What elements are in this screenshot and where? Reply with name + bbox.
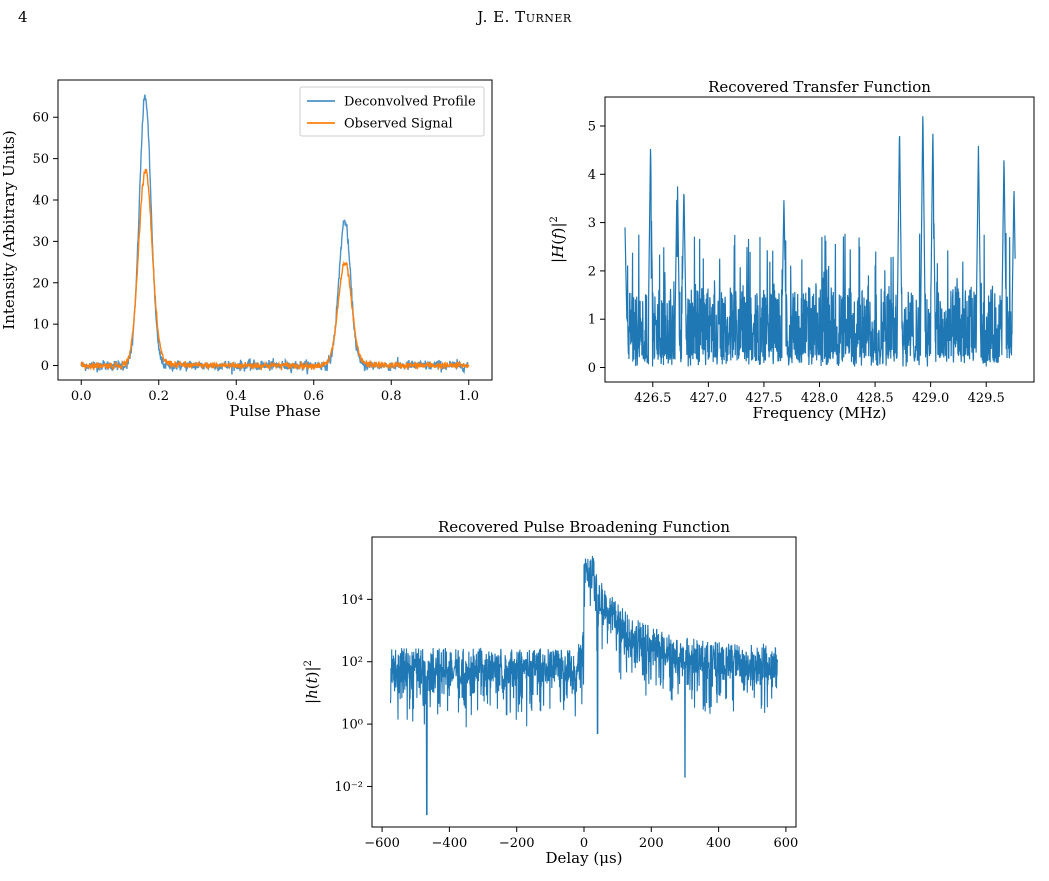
y-tick-label: 3 [588,216,596,231]
series-line [389,555,779,816]
y-axis-label: |h(t)|2 [303,660,321,704]
y-axis-label: |H(f)|2 [549,216,567,263]
legend-box [299,86,485,137]
y-tick-label: 10⁴ [341,593,363,608]
y-tick-label: 5 [588,119,596,134]
chart-broadening: −600 −400 −200 0 200 400 600 10⁻² 10⁰ 10² 10⁴ Delay… [303,518,798,867]
legend-label: Deconvolved Profile [344,95,476,110]
x-tick-label: 400 [706,836,731,851]
y-tick-label: 10⁰ [341,718,363,733]
x-tick-label: 429.5 [968,391,1005,406]
series-line [624,116,1016,367]
x-tick-label: 429.0 [912,391,949,406]
y-tick-label: 4 [588,168,596,183]
y-tick-label: 10⁻² [334,780,363,795]
y-axis-label: Intensity (Arbitrary Units) [0,130,18,329]
y-tick-label: 40 [32,194,49,209]
x-tick-label: 600 [773,836,798,851]
x-tick-label: 427.5 [745,391,782,406]
x-tick-label: 0 [580,836,588,851]
axes-frame [57,79,493,381]
x-tick-label: 427.0 [690,391,727,406]
x-tick-label: 0.4 [226,389,247,404]
y-tick-label: 0 [588,361,596,376]
x-tick-label: 0.8 [381,389,402,404]
running-head: J. E. TURNER [477,8,572,26]
x-tick-label: −600 [364,836,400,851]
y-tick-label: 60 [32,111,49,126]
page-number: 4 [18,8,28,26]
x-tick-label: 0.6 [303,389,324,404]
x-tick-label: 428.5 [856,391,893,406]
x-axis-label: Pulse Phase [229,402,320,420]
x-tick-label: −200 [499,836,535,851]
series-line [80,168,470,372]
y-tick-label: 20 [32,276,49,291]
x-tick-label: 0.0 [71,389,92,404]
legend-label: Observed Signal [344,117,453,132]
x-tick-label: −400 [432,836,468,851]
chart-profile: 0.0 0.2 0.4 0.6 0.8 1.0 0 10 20 30 40 50 60 Pulse Pha… [0,79,493,420]
y-tick-label: 1 [588,313,596,328]
x-tick-label: 428.0 [801,391,838,406]
y-tick-label: 30 [32,235,49,250]
chart-transfer: 426.5 427.0 427.5 428.0 428.5 429.0 429.5 0 1 2 3 4… [549,78,1035,422]
x-axis-label: Delay (μs) [545,849,622,867]
legend: Deconvolved Profile Observed Signal [299,86,485,137]
x-axis-label: Frequency (MHz) [753,404,887,422]
y-tick-label: 50 [32,152,49,167]
chart-title: Recovered Pulse Broadening Function [438,518,730,536]
y-tick-label: 10 [32,318,49,333]
chart-title: Recovered Transfer Function [708,78,931,96]
y-tick-label: 0 [41,359,49,374]
x-tick-label: 426.5 [634,391,671,406]
x-tick-label: 1.0 [458,389,479,404]
x-tick-label: 0.2 [148,389,169,404]
y-tick-label: 2 [588,264,596,279]
x-tick-label: 200 [639,836,664,851]
y-tick-label: 10² [341,655,363,670]
